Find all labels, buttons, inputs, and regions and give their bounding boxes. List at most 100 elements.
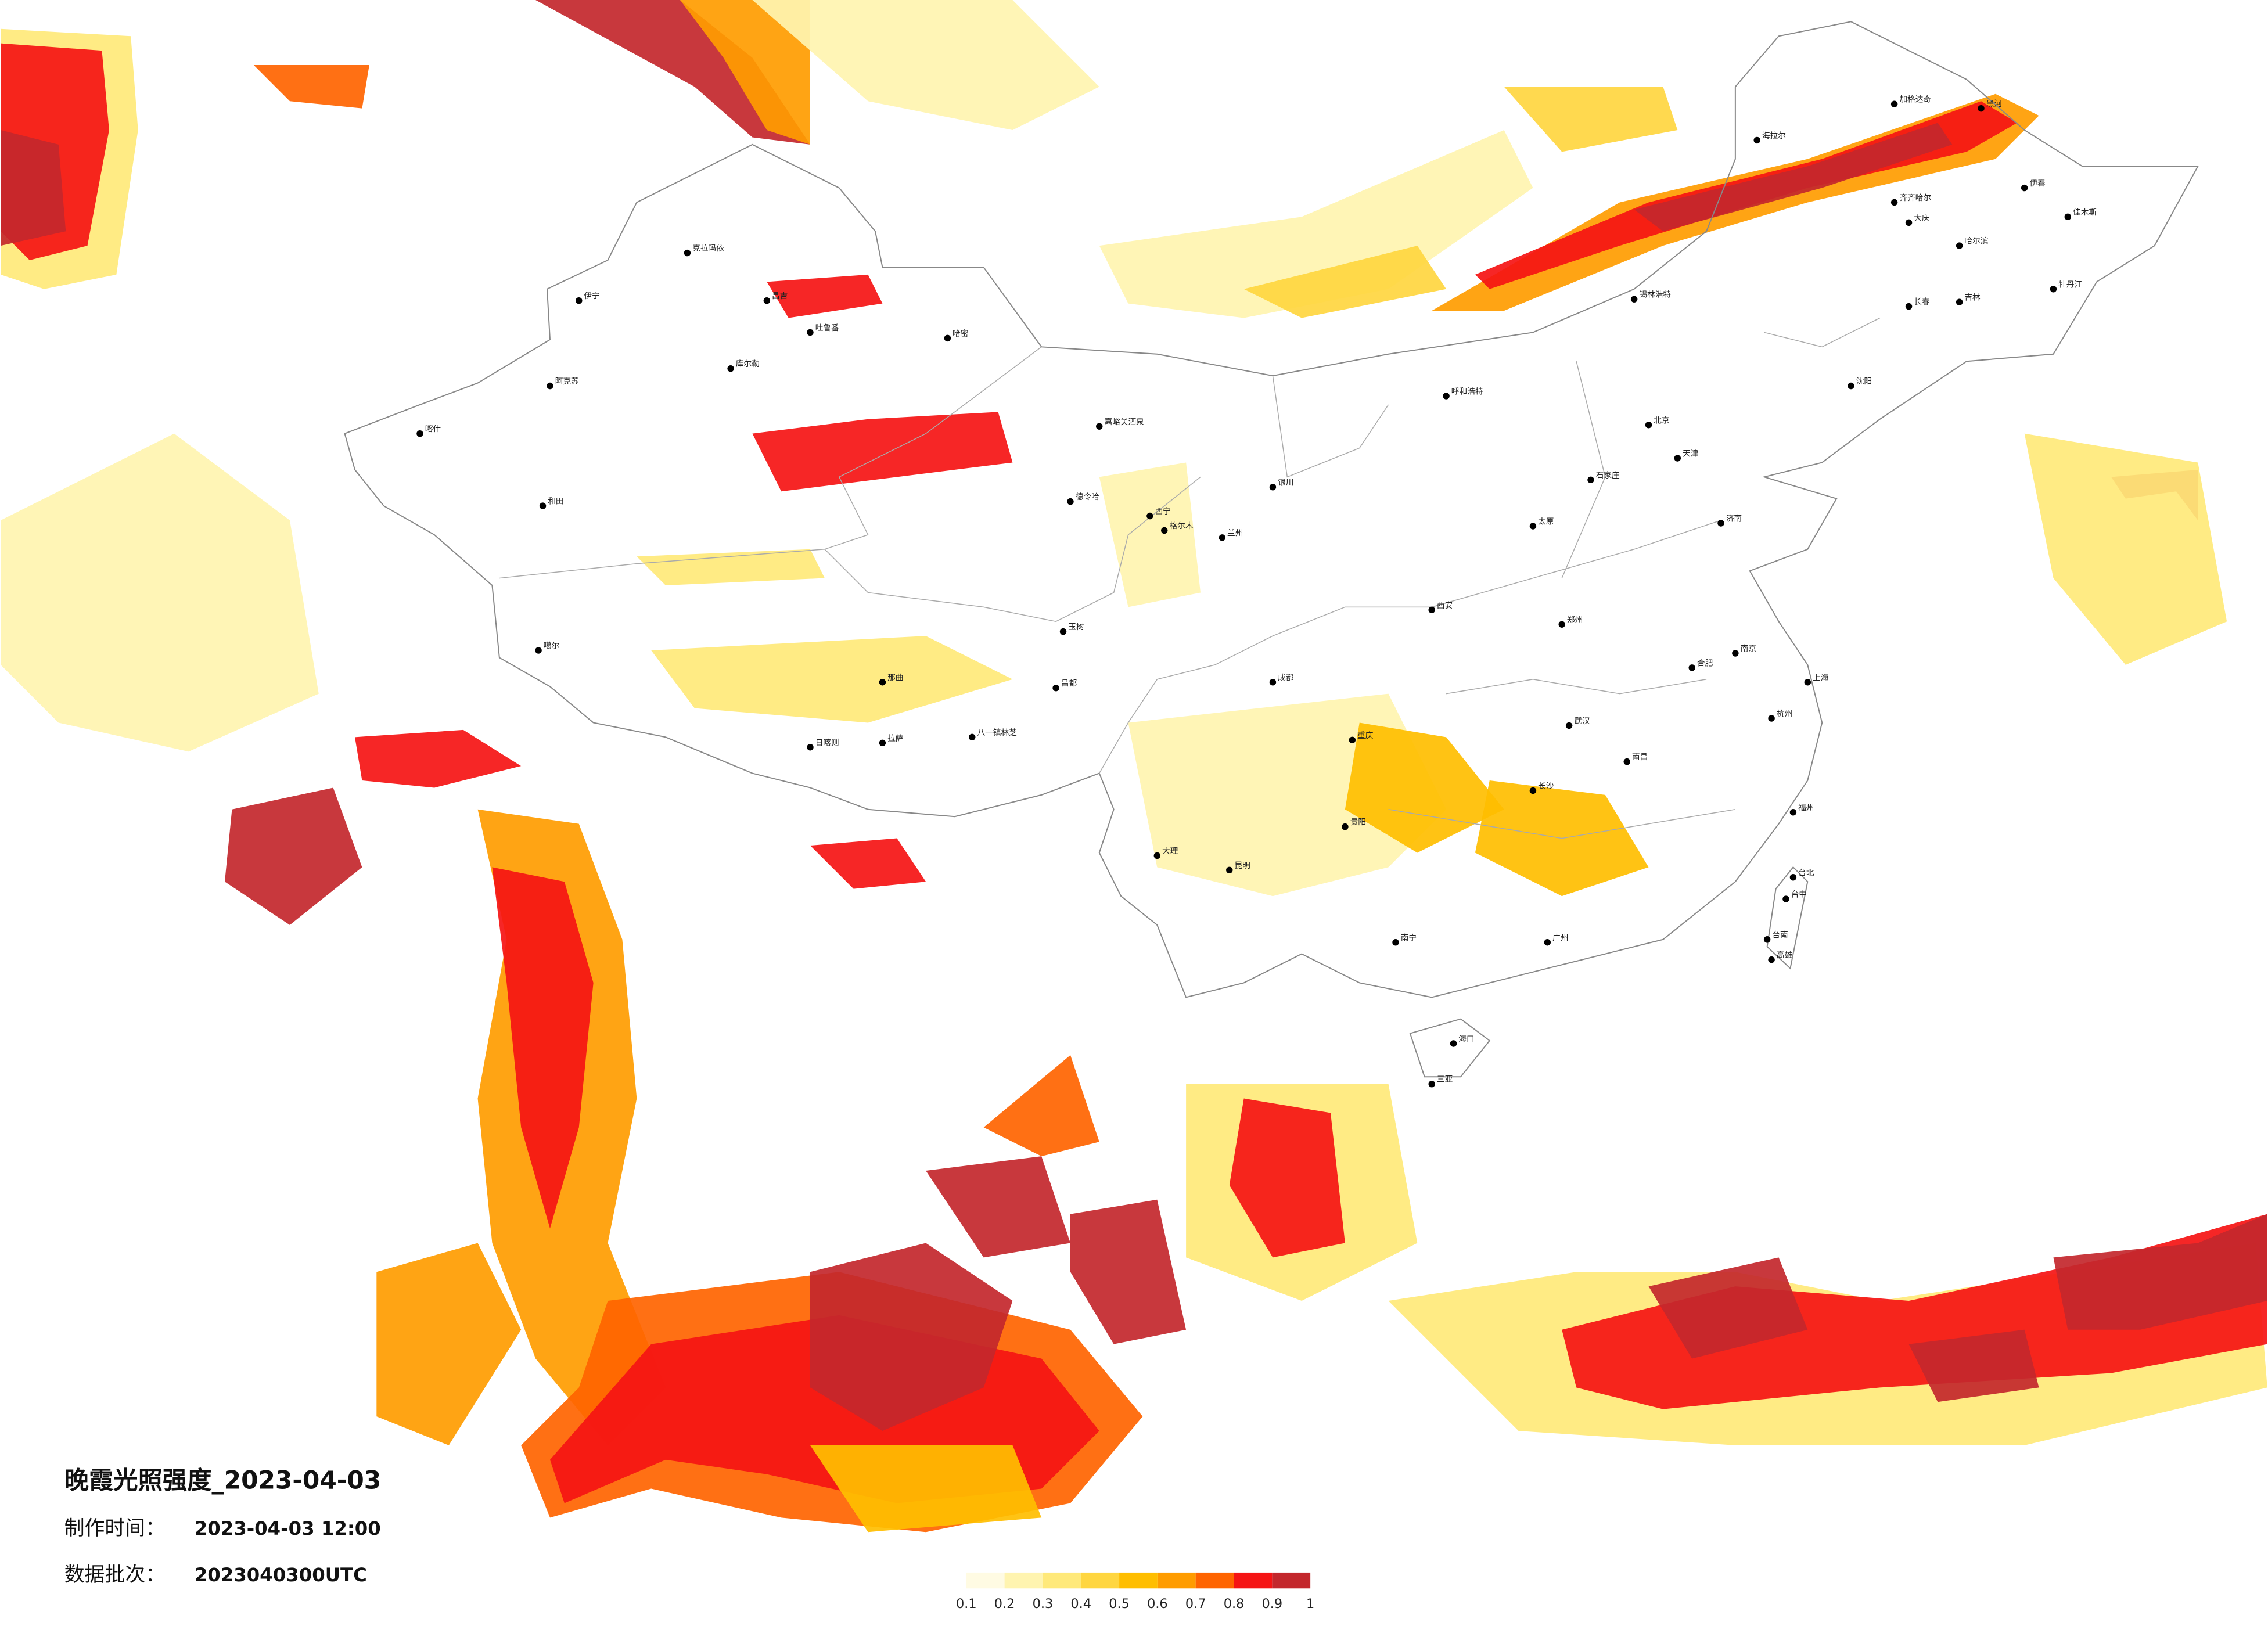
city-label: 上海 bbox=[1813, 673, 1829, 682]
city-dot bbox=[1544, 939, 1551, 946]
heat-area bbox=[224, 787, 362, 925]
city-label: 伊春 bbox=[2029, 179, 2046, 188]
city-label: 郑州 bbox=[1567, 616, 1583, 625]
city-label: 济南 bbox=[1726, 515, 1742, 524]
city-dot bbox=[1732, 650, 1739, 657]
city-dot bbox=[1645, 422, 1652, 429]
city-label: 阿克苏 bbox=[555, 377, 579, 386]
city-dot bbox=[1529, 787, 1537, 794]
heat-area bbox=[2024, 433, 2227, 665]
city-dot bbox=[1059, 628, 1067, 635]
legend-swatch bbox=[1234, 1572, 1273, 1589]
heat-area bbox=[1908, 1329, 2039, 1402]
city-dot bbox=[1768, 956, 1775, 963]
city-label: 沈阳 bbox=[1856, 377, 1872, 386]
heat-area bbox=[983, 1055, 1099, 1157]
city-label: 嘉峪关酒泉 bbox=[1104, 417, 1144, 427]
city-dot bbox=[1890, 199, 1898, 206]
city-dot bbox=[535, 647, 542, 654]
city-dot bbox=[879, 679, 886, 686]
city-label: 海口 bbox=[1458, 1035, 1474, 1044]
city-dot bbox=[576, 297, 583, 304]
legend-tick-label: 0.6 bbox=[1147, 1596, 1168, 1611]
city-label: 昆明 bbox=[1234, 861, 1250, 870]
info-value: 2023-04-03 12:00 bbox=[195, 1517, 381, 1539]
heat-area bbox=[492, 867, 594, 1229]
city-label: 那曲 bbox=[887, 673, 903, 682]
city-dot bbox=[2050, 286, 2057, 293]
city-label: 黑河 bbox=[1986, 99, 2003, 109]
city-dot bbox=[1956, 298, 1963, 305]
city-label: 日喀则 bbox=[815, 738, 839, 747]
city-dot bbox=[1688, 664, 1695, 671]
city-dot bbox=[416, 430, 423, 437]
city-dot bbox=[1905, 303, 1913, 310]
info-label: 数据批次： bbox=[64, 1563, 166, 1587]
city-label: 库尔勒 bbox=[736, 359, 760, 369]
city-label: 西宁 bbox=[1155, 506, 1171, 516]
legend-tick-label: 0.1 bbox=[956, 1596, 977, 1611]
city-label: 贵阳 bbox=[1350, 818, 1366, 827]
city-dot bbox=[1146, 512, 1153, 520]
city-dot bbox=[684, 249, 691, 257]
city-label: 八一镇林芝 bbox=[977, 728, 1017, 738]
city-label: 昌吉 bbox=[772, 292, 788, 301]
city-label: 大庆 bbox=[1914, 214, 1930, 223]
city-dot bbox=[1768, 715, 1775, 722]
city-label: 银川 bbox=[1278, 478, 1293, 487]
heat-area bbox=[376, 1243, 522, 1445]
heat-area bbox=[1, 130, 66, 246]
city-label: 锡林浩特 bbox=[1639, 290, 1671, 300]
city-dot bbox=[1782, 895, 1789, 902]
city-label: 成都 bbox=[1278, 673, 1294, 682]
legend-swatch bbox=[1272, 1572, 1311, 1589]
city-label: 哈尔滨 bbox=[1964, 237, 1988, 246]
taiwan bbox=[1766, 866, 1809, 970]
heat-area bbox=[752, 412, 1013, 492]
city-label: 南昌 bbox=[1632, 753, 1648, 762]
city-dot bbox=[1269, 484, 1277, 491]
city-label: 高雄 bbox=[1777, 950, 1792, 960]
city-label: 昌都 bbox=[1061, 679, 1077, 688]
heat-area bbox=[810, 1243, 1013, 1431]
city-label: 克拉玛依 bbox=[692, 244, 724, 253]
heat-area bbox=[752, 0, 1099, 130]
legend-tick-label: 0.5 bbox=[1109, 1596, 1130, 1611]
city-dot bbox=[879, 739, 886, 747]
city-label: 长沙 bbox=[1538, 782, 1554, 791]
heat-area bbox=[810, 838, 926, 889]
city-label: 拉萨 bbox=[887, 734, 903, 743]
legend-swatch bbox=[1081, 1572, 1120, 1589]
heat-area bbox=[354, 729, 522, 788]
heat-area bbox=[1648, 1257, 1808, 1359]
legend-tick-label: 0.7 bbox=[1185, 1596, 1206, 1611]
city-label: 佳木斯 bbox=[2073, 208, 2097, 217]
city-label: 吉林 bbox=[1964, 293, 1981, 303]
heat-area bbox=[1345, 722, 1504, 853]
city-label: 格尔木 bbox=[1169, 521, 1193, 531]
heat-area bbox=[1099, 130, 1533, 318]
city-dot bbox=[1342, 823, 1349, 830]
city-dot bbox=[1096, 423, 1103, 430]
city-dot bbox=[1890, 100, 1898, 107]
city-label: 玉树 bbox=[1068, 623, 1084, 632]
city-dot bbox=[1443, 393, 1450, 400]
heat-area bbox=[810, 1445, 1042, 1533]
city-dot bbox=[1529, 523, 1537, 530]
city-label: 台北 bbox=[1798, 868, 1814, 877]
city-dot bbox=[1226, 866, 1233, 874]
city-dot bbox=[1067, 498, 1074, 505]
heat-area bbox=[253, 65, 369, 109]
city-dot bbox=[1956, 242, 1963, 249]
city-dot bbox=[763, 297, 771, 304]
city-dot bbox=[944, 334, 951, 342]
city-label: 伊宁 bbox=[584, 291, 599, 301]
city-label: 福州 bbox=[1798, 803, 1814, 812]
city-dot bbox=[1349, 736, 1356, 744]
city-dot bbox=[1269, 679, 1277, 686]
city-dot bbox=[2064, 213, 2072, 221]
city-label: 南京 bbox=[1741, 645, 1756, 654]
city-dot bbox=[1153, 852, 1161, 859]
heat-area bbox=[1229, 1098, 1345, 1258]
